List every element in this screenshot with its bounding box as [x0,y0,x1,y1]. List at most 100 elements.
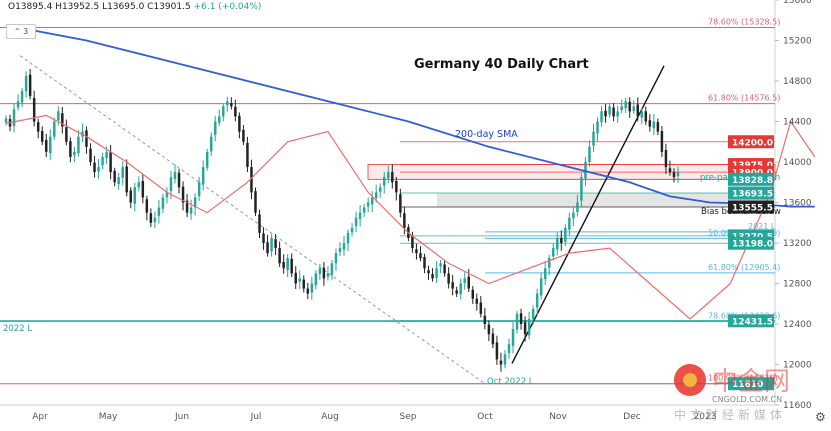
indicator-count: 3 [23,27,29,36]
candle-body [495,342,499,360]
candle-body [648,120,652,127]
candle-body [523,322,527,335]
candle-body [543,268,547,280]
candle-body [600,111,603,123]
candle-body [560,237,563,243]
y-tick-label: 12000 [783,361,812,371]
price-tag-label: 13693.5 [732,190,773,200]
price-tag [728,135,774,149]
candle-body [117,177,120,185]
x-tick-label: Oct [477,412,493,422]
candle-body [57,111,60,121]
candle-body [378,187,382,192]
candle-body [234,106,237,117]
candle-body [314,273,318,286]
cngold-watermark: 中金网 CNGOLD.COM.CN 中文财经新媒体 [674,364,790,422]
candle-body [238,115,241,132]
candle-body [157,207,161,216]
candle-body [439,263,442,267]
candle-body [16,101,20,108]
candle-body [298,278,301,282]
candle-body [419,253,422,259]
indicator-collapse-button[interactable]: ⌃ 3 [6,24,36,39]
price-tag [728,186,774,200]
x-tick-label: Aug [321,412,339,422]
candle-body [479,302,483,314]
candle-body [310,283,314,293]
open-value: O13895.4 [8,2,53,12]
candle-body [628,101,631,112]
candle-body [491,333,495,345]
price-tag [728,314,774,328]
candle-body [28,74,32,97]
2022-low-annotation: 2022 L [3,324,32,334]
candle-body [467,276,470,289]
candle-body [40,131,44,142]
candle-body [306,288,310,294]
candle-body [61,113,64,127]
candle-body [399,194,402,213]
candle-body [443,264,446,274]
candle-body [652,121,656,129]
candle-body [49,136,52,154]
candle-body [451,282,454,289]
candle-body [447,273,450,284]
fib-label: 78.60% (15328.5) [708,17,780,26]
candle-body [572,212,575,219]
candles [4,68,680,372]
sma-annotation: 200-day SMA [455,129,518,140]
candle-body [270,237,273,252]
candle-body [181,186,185,203]
candle-body [149,213,153,223]
candle-body [519,313,523,324]
price-tag-label: 13828.8 [732,176,773,186]
watermark-title: 中金网 [712,367,790,397]
candle-body [242,129,245,142]
candle-body [588,146,591,162]
candle-body [65,127,68,142]
candle-body [173,172,177,180]
ema-line [5,114,816,320]
x-tick-label: 2023 [694,412,717,422]
y-tick-label: 12400 [783,320,812,330]
candle-body [487,324,491,335]
candle-body [73,151,76,156]
candle-body [624,101,627,109]
candle-body [423,256,426,269]
candle-body [391,172,394,183]
candle-body [604,110,607,117]
candle-body [483,315,487,324]
candle-body [660,131,664,152]
candle-body [286,258,289,271]
price-tag [728,200,774,214]
x-tick-label: Nov [549,412,567,422]
candle-body [129,190,132,203]
candle-body [427,270,430,274]
candle-body [226,101,229,106]
candle-body [274,239,277,249]
candle-body [254,191,257,213]
candle-body [69,141,72,157]
candle-body [326,273,330,277]
price-tag [728,236,774,250]
candle-body [113,170,116,183]
candle-body [338,248,342,252]
y-tick-label: 14800 [783,77,812,87]
candle-body [531,308,535,319]
x-tick-label: May [99,412,118,422]
settings-icon: ⚙ [815,410,826,424]
candle-body [197,182,201,197]
y-tick-label: 12800 [783,280,812,290]
change-value: +6.1 (+0.04%) [193,2,262,12]
candle-body [596,121,599,134]
candle-body [189,207,193,214]
candle-body [459,283,462,295]
candle-body [44,139,48,152]
candle-body [552,248,555,257]
candle-body [205,151,209,168]
candle-body [499,360,503,365]
ohlc-readout: O13895.4 H13952.5 L13695.0 C13901.5 +6.1… [8,2,261,12]
candle-body [105,151,108,159]
candle-body [612,107,615,117]
